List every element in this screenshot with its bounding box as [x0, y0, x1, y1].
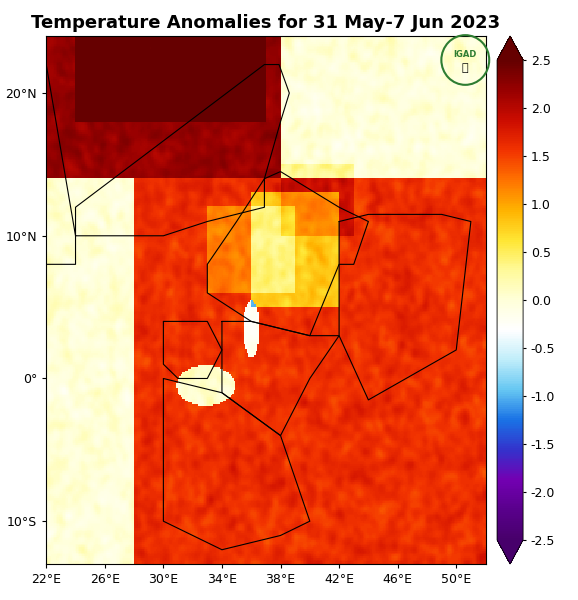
PathPatch shape — [497, 36, 523, 60]
PathPatch shape — [497, 540, 523, 564]
Text: IGAD: IGAD — [454, 50, 477, 59]
Text: 🌍: 🌍 — [462, 63, 469, 73]
Title: Temperature Anomalies for 31 May-7 Jun 2023: Temperature Anomalies for 31 May-7 Jun 2… — [31, 14, 501, 32]
